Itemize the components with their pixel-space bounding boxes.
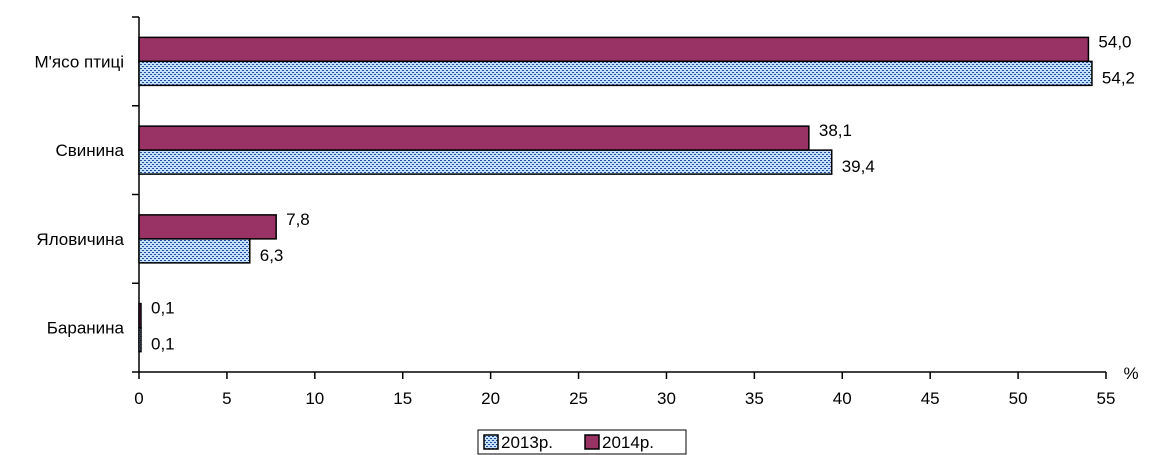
bar-2014 xyxy=(138,214,277,240)
category-label: Свинина xyxy=(55,141,124,160)
bar-2013 xyxy=(138,326,142,353)
x-tick-label: 45 xyxy=(921,389,940,408)
data-label-2014: 7,8 xyxy=(286,210,310,229)
legend-swatch-2014 xyxy=(584,434,600,450)
x-tick-label: 35 xyxy=(745,389,764,408)
x-tick-label: 0 xyxy=(134,389,143,408)
x-tick-label: 5 xyxy=(222,389,231,408)
bar-2014 xyxy=(138,302,142,329)
x-tick-label: 15 xyxy=(393,389,412,408)
data-label-2014: 54,0 xyxy=(1098,32,1131,51)
x-tick-label: 40 xyxy=(833,389,852,408)
legend-label-2013: 2013р. xyxy=(501,433,553,452)
bar-2013 xyxy=(138,238,251,264)
data-label-2013: 0,1 xyxy=(151,335,175,354)
x-tick-label: 50 xyxy=(1009,389,1028,408)
x-tick-label: 30 xyxy=(657,389,676,408)
x-unit-label: % xyxy=(1123,364,1138,383)
plot-area: 0 5 10 15 20 25 30 35 40 45 50 55% Баранина 0,1 0,1 Яло… xyxy=(35,16,1139,408)
x-tick-label: 25 xyxy=(569,389,588,408)
bar-2014 xyxy=(138,125,810,151)
category-label: Яловичина xyxy=(36,230,124,249)
bar-2014 xyxy=(138,36,1090,63)
category-label: М'ясо птиці xyxy=(35,52,124,71)
data-label-2013: 39,4 xyxy=(842,157,875,176)
data-label-2014: 0,1 xyxy=(151,299,175,318)
x-tick-label: 55 xyxy=(1097,389,1116,408)
legend-swatch-2013 xyxy=(483,434,499,450)
x-tick-label: 20 xyxy=(481,389,500,408)
data-label-2013: 6,3 xyxy=(260,246,284,265)
data-label-2013: 54,2 xyxy=(1102,68,1135,87)
legend-box xyxy=(477,429,687,455)
x-tick-label: 10 xyxy=(305,389,324,408)
category-label: Баранина xyxy=(47,319,125,338)
data-label-2014: 38,1 xyxy=(819,121,852,140)
bar-2013 xyxy=(138,60,1093,87)
legend-label-2014: 2014р. xyxy=(602,433,654,452)
legend: 2013р. 2014р. xyxy=(477,429,687,455)
bar-2013 xyxy=(138,149,833,175)
